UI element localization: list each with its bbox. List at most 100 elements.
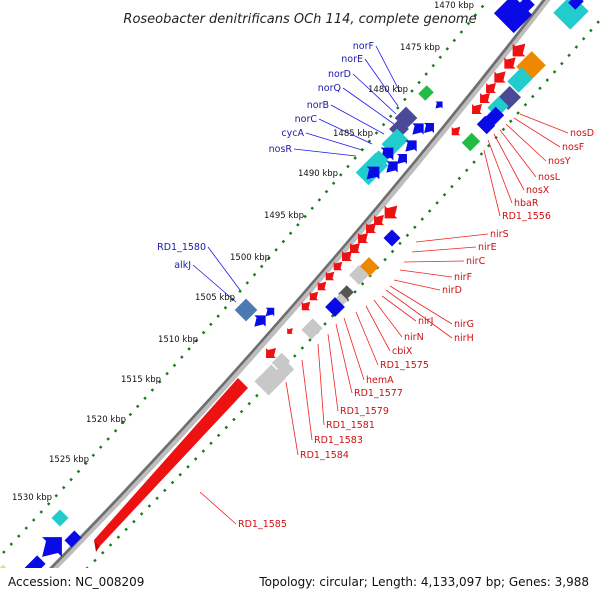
gene-feature-arrow [266, 348, 276, 358]
ruler-tick-1530-kbp: 1530 kbp [12, 493, 52, 503]
gene-feature-arrow [374, 215, 384, 225]
gene-feature [485, 106, 505, 126]
callout-line-rd1-1581 [317, 343, 325, 426]
gene-feature-arrow [325, 271, 335, 281]
callout-line-rd1-1579 [327, 333, 339, 412]
gene-feature [493, 0, 533, 34]
gene-feature-arrow [451, 126, 461, 136]
gene-label-rd1-1556: RD1_1556 [502, 211, 551, 222]
gene-feature-arrow [309, 291, 319, 301]
gene-feature-arrow [472, 104, 482, 114]
gene-label-nire: nirE [478, 242, 497, 253]
gene-feature [349, 265, 369, 285]
gene-label-nosx: nosX [526, 185, 550, 196]
gene-label-nosl: nosL [538, 172, 561, 183]
gene-feature-arrow [287, 328, 293, 334]
gene-label-norc: norC [295, 114, 318, 125]
gene-feature [51, 509, 69, 527]
gene-label-nirn: nirN [404, 332, 424, 343]
gene-label-rd1-1581: RD1_1581 [326, 420, 375, 431]
gene-feature [301, 318, 323, 340]
gene-label-rd1-1575: RD1_1575 [380, 360, 429, 371]
gene-feature-arrow [301, 301, 311, 311]
ruler-tick-1505-kbp: 1505 kbp [195, 293, 235, 303]
ruler-tick-1475-kbp: 1475 kbp [400, 43, 440, 53]
gene-feature [234, 298, 258, 322]
gene-label-nosr: nosR [269, 144, 293, 155]
callout-line-nirg [389, 285, 453, 325]
gene-feature [325, 297, 345, 317]
callout-line-rd1-1585 [199, 491, 237, 525]
gene-feature-arrow [512, 43, 526, 57]
accession-text: Accession: NC_008209 [8, 575, 144, 589]
gene-label-cyca: cycA [281, 128, 304, 139]
gene-feature [383, 229, 401, 247]
ruler-tick-1490-kbp: 1490 kbp [298, 169, 338, 179]
callout-line-rd1-1583 [301, 359, 313, 441]
gene-label-cbix: cbiX [392, 346, 413, 357]
gene-label-rd1-1585: RD1_1585 [238, 519, 287, 530]
callout-line-nosr [293, 148, 357, 157]
genome-summary-text: Topology: circular; Length: 4,133,097 bp… [258, 575, 589, 589]
gene-label-nirg: nirG [454, 319, 474, 330]
gene-label-rd1-1580: RD1_1580 [157, 242, 206, 253]
callout-line-rd1-1575 [355, 311, 379, 366]
gene-feature-arrow [350, 243, 360, 253]
gene-feature-arrow [366, 223, 376, 233]
callout-line-rd1-1556 [483, 149, 501, 217]
callout-line-norf [375, 45, 401, 93]
gene-feature [476, 115, 496, 135]
gene-feature [271, 352, 291, 372]
gene-feature-arrow [435, 101, 443, 109]
callout-line-nire [411, 246, 477, 253]
callout-line-nosf [513, 117, 561, 148]
gene-feature-arrow [384, 205, 398, 219]
callout-line-rd1-1577 [335, 323, 353, 394]
gene-feature-arrow [397, 154, 407, 164]
callout-line-norc [318, 118, 373, 145]
gene-label-hema: hemA [366, 375, 394, 386]
gene-label-nirc: nirC [466, 256, 486, 267]
gene-label-norf: norF [353, 41, 374, 52]
callout-line-nirf [399, 269, 453, 278]
callout-line-rd1-1580 [207, 246, 241, 291]
gene-label-nirs: nirS [490, 229, 509, 240]
callout-line-hbar [487, 139, 513, 204]
callout-line-alkj [192, 264, 237, 303]
ruler-tick-1515-kbp: 1515 kbp [121, 375, 161, 385]
backbone-shadow [19, 0, 551, 600]
gene-feature-arrow [424, 123, 434, 133]
callout-line-nirh [385, 289, 453, 339]
callout-line-nord [352, 73, 397, 115]
callout-line-hema [343, 317, 365, 381]
gene-feature-arrow [254, 315, 266, 327]
ruler-tick-1470-kbp: 1470 kbp [434, 1, 474, 11]
gene-rd1-1585-body [94, 378, 248, 546]
gene-feature [461, 132, 481, 152]
backbone [19, 0, 546, 600]
gene-label-nirj: nirJ [418, 316, 433, 327]
gene-label-hbar: hbaR [514, 198, 539, 209]
gene-feature-arrow [342, 251, 352, 261]
gene-label-rd1-1583: RD1_1583 [314, 435, 363, 446]
callout-line-cbix [365, 305, 391, 352]
gene-feature [418, 85, 434, 101]
inner-ruler-track [54, 19, 600, 600]
gene-label-nosd: nosD [570, 128, 594, 139]
gene-feature-arrow [412, 123, 424, 135]
map-title: Roseobacter denitrificans OCh 114, compl… [123, 12, 476, 27]
gene-feature-arrow [265, 307, 275, 317]
callout-line-nosd [519, 113, 569, 134]
gene-feature-arrow [480, 93, 490, 103]
gene-feature [64, 530, 82, 548]
callout-line-nosl [499, 129, 537, 178]
gene-feature-arrow [358, 233, 368, 243]
gene-label-norb: norB [307, 100, 329, 111]
callout-line-nirs [415, 233, 489, 243]
gene-label-nosy: nosY [548, 156, 571, 167]
callout-line-nird [393, 279, 441, 291]
gene-feature [254, 364, 286, 396]
callout-line-norq [342, 87, 395, 125]
